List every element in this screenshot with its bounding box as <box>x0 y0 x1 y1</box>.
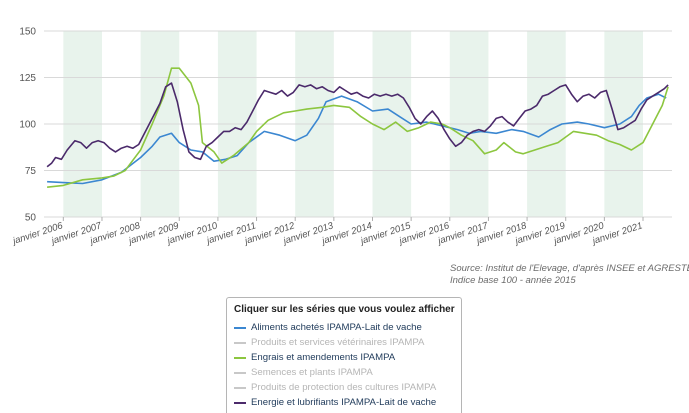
legend-label: Produits et services vétérinaires IPAMPA <box>251 337 425 348</box>
series-line-5 <box>46 82 669 168</box>
legend-swatch <box>234 371 246 374</box>
y-tick-label: 50 <box>25 213 37 224</box>
legend-swatch <box>234 326 246 329</box>
legend-swatch <box>234 401 246 404</box>
legend-swatch <box>234 386 246 389</box>
legend-item-2[interactable]: Engrais et amendements IPAMPA <box>234 350 454 365</box>
y-tick-label: 150 <box>19 27 36 38</box>
source-line: Source: Institut de l'Elevage, d'après I… <box>450 263 689 274</box>
gridlines <box>44 30 672 218</box>
y-tick-label: 100 <box>19 120 36 131</box>
y-axis-ticks: 50 75 100 125 150 <box>19 27 36 224</box>
series-lines <box>46 67 669 188</box>
legend-title: Cliquer sur les séries que vous voulez a… <box>234 304 455 315</box>
legend-item-3[interactable]: Semences et plants IPAMPA <box>234 365 454 380</box>
legend-items: Aliments achetés IPAMPA-Lait de vache Pro… <box>234 320 454 410</box>
legend-item-5[interactable]: Energie et lubrifiants IPAMPA-Lait de va… <box>234 395 454 410</box>
legend-item-4[interactable]: Produits de protection des cultures IPAM… <box>234 380 454 395</box>
legend-label: Semences et plants IPAMPA <box>251 367 373 378</box>
legend-panel: Cliquer sur les séries que vous voulez a… <box>226 297 462 413</box>
legend-label: Aliments achetés IPAMPA-Lait de vache <box>251 322 422 333</box>
legend-item-0[interactable]: Aliments achetés IPAMPA-Lait de vache <box>234 320 454 335</box>
legend-label: Energie et lubrifiants IPAMPA-Lait de va… <box>251 397 437 408</box>
base-index-line: Indice base 100 - année 2015 <box>450 275 576 286</box>
series-line-2 <box>47 67 669 188</box>
series-line-0 <box>47 93 667 185</box>
legend-label: Produits de protection des cultures IPAM… <box>251 382 437 393</box>
y-tick-label: 75 <box>25 166 37 177</box>
legend-label: Engrais et amendements IPAMPA <box>251 352 396 363</box>
source-note: Source: Institut de l'Elevage, d'après I… <box>450 263 689 287</box>
legend-swatch <box>234 356 246 359</box>
legend-item-1[interactable]: Produits et services vétérinaires IPAMPA <box>234 335 454 350</box>
legend-swatch <box>234 341 246 344</box>
y-tick-label: 125 <box>19 73 36 84</box>
